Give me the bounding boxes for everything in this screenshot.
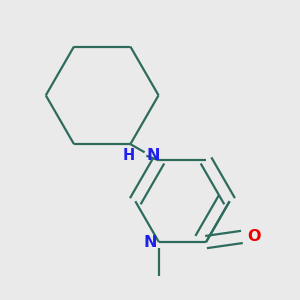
Text: H: H xyxy=(123,148,135,163)
Text: O: O xyxy=(247,230,260,244)
Text: N: N xyxy=(146,148,160,163)
Text: N: N xyxy=(144,235,157,250)
